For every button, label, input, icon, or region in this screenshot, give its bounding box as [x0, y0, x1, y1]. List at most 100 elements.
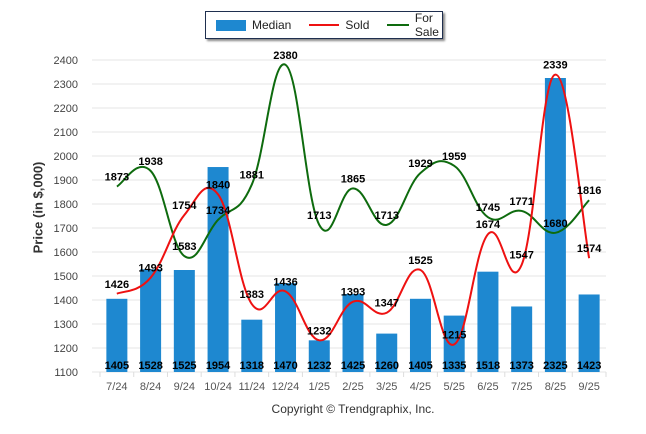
x-tick-label: 5/25 — [443, 381, 464, 393]
median-bar — [140, 269, 162, 372]
x-tick-label: 8/25 — [545, 381, 566, 393]
sold-value-label: 1525 — [408, 255, 432, 267]
y-tick-label: 1900 — [54, 175, 78, 187]
x-tick-label: 2/25 — [342, 381, 363, 393]
median-value-label: 1232 — [307, 360, 331, 372]
y-tick-label: 2000 — [54, 151, 78, 163]
for-sale-value-label: 1745 — [476, 202, 500, 214]
median-bar — [241, 319, 263, 372]
median-value-label: 1954 — [206, 360, 231, 372]
y-tick-label: 1100 — [54, 367, 78, 379]
for-sale-value-label: 1881 — [240, 170, 264, 182]
sold-value-label: 1493 — [138, 263, 162, 275]
sold-value-label: 1840 — [206, 179, 230, 191]
median-bar — [106, 298, 128, 372]
sold-value-label: 1347 — [374, 298, 398, 310]
median-bar — [173, 270, 195, 372]
median-value-label: 2325 — [543, 360, 567, 372]
x-tick-label: 12/24 — [272, 381, 300, 393]
median-value-label: 1425 — [341, 360, 365, 372]
sold-value-label: 1426 — [105, 279, 129, 291]
median-swatch-icon — [216, 19, 246, 31]
median-bar — [376, 333, 398, 372]
y-tick-label: 2400 — [54, 55, 78, 67]
x-tick-label: 3/25 — [376, 381, 397, 393]
legend: Median Sold For Sale — [205, 11, 443, 39]
y-axis-label: Price (in $,000) — [30, 161, 46, 254]
sold-value-label: 1547 — [509, 250, 533, 262]
for-sale-value-label: 1816 — [577, 185, 601, 197]
for-sale-swatch-icon — [387, 24, 409, 26]
for-sale-value-label: 1938 — [138, 156, 162, 168]
median-value-label: 1525 — [172, 360, 196, 372]
y-tick-label: 1300 — [54, 319, 78, 331]
legend-label-sold: Sold — [345, 18, 370, 32]
for-sale-value-label: 1929 — [408, 158, 432, 170]
median-value-label: 1405 — [408, 360, 432, 372]
for-sale-value-label: 1713 — [374, 210, 398, 222]
sold-swatch-icon — [309, 24, 340, 26]
x-tick-label: 10/24 — [204, 381, 232, 393]
sold-value-label: 1393 — [341, 287, 365, 299]
sold-line — [116, 73, 591, 346]
y-tick-label: 1500 — [54, 271, 78, 283]
y-tick-label: 1200 — [54, 343, 78, 355]
y-tick-label: 2300 — [54, 79, 78, 91]
sold-value-label: 2339 — [543, 60, 567, 72]
median-bar — [409, 298, 431, 372]
median-value-label: 1335 — [442, 360, 466, 372]
median-bar — [578, 294, 600, 372]
median-bar — [511, 306, 533, 372]
median-value-label: 1405 — [105, 360, 129, 372]
x-tick-label: 11/24 — [238, 381, 265, 393]
sold-value-label: 1574 — [577, 243, 602, 255]
x-tick-label: 9/24 — [174, 381, 195, 393]
y-tick-label: 1800 — [54, 199, 78, 211]
x-tick-label: 4/25 — [410, 381, 431, 393]
median-value-label: 1260 — [374, 360, 398, 372]
legend-label-for-sale: For Sale — [414, 11, 439, 39]
legend-item-sold[interactable]: Sold — [309, 18, 369, 32]
x-tick-label: 8/24 — [140, 381, 161, 393]
median-bar — [477, 271, 499, 372]
median-value-label: 1518 — [476, 360, 500, 372]
x-tick-label: 9/25 — [578, 381, 599, 393]
for-sale-value-label: 1865 — [341, 173, 365, 185]
median-value-label: 1423 — [577, 360, 601, 372]
sold-value-label: 1232 — [307, 325, 331, 337]
median-bar — [207, 167, 229, 372]
sold-value-label: 1215 — [442, 329, 466, 341]
y-tick-label: 2100 — [54, 127, 78, 139]
legend-item-median[interactable]: Median — [216, 18, 291, 32]
for-sale-value-label: 1771 — [509, 196, 533, 208]
for-sale-value-label: 1583 — [172, 241, 196, 253]
median-bar — [342, 294, 364, 372]
median-bar — [275, 283, 297, 372]
legend-item-for-sale[interactable]: For Sale — [387, 11, 447, 39]
x-tick-label: 1/25 — [309, 381, 330, 393]
median-value-label: 1528 — [138, 360, 162, 372]
series-lines — [116, 63, 591, 346]
x-tick-label: 7/24 — [106, 381, 127, 393]
median-bars — [106, 78, 600, 372]
for-sale-line — [116, 63, 590, 259]
for-sale-value-label: 1680 — [543, 218, 567, 230]
sold-value-label: 1383 — [240, 289, 264, 301]
median-bar — [544, 78, 566, 372]
sold-value-label: 1436 — [273, 276, 297, 288]
median-value-label: 1373 — [509, 360, 533, 372]
data-labels: 1405 1528 1525 1954 1318 1470 1232 1425 1260 1405… — [105, 50, 603, 372]
copyright: Copyright © Trendgraphix, Inc. — [271, 402, 435, 416]
y-tick-label: 2200 — [54, 103, 78, 115]
x-tick-label: 7/25 — [511, 381, 532, 393]
legend-label-median: Median — [252, 18, 292, 32]
median-bar — [308, 340, 330, 372]
for-sale-value-label: 1734 — [206, 205, 231, 217]
for-sale-value-label: 1959 — [442, 151, 466, 163]
for-sale-value-label: 1873 — [105, 171, 129, 183]
median-value-label: 1318 — [240, 360, 264, 372]
x-axis-ticks: 7/24 8/24 9/24 10/24 11/24 12/24 1/25 2/25 3/25 4… — [99, 372, 607, 393]
for-sale-value-label: 1713 — [307, 210, 331, 222]
sold-value-label: 1674 — [476, 219, 501, 231]
y-tick-label: 1600 — [54, 247, 78, 259]
